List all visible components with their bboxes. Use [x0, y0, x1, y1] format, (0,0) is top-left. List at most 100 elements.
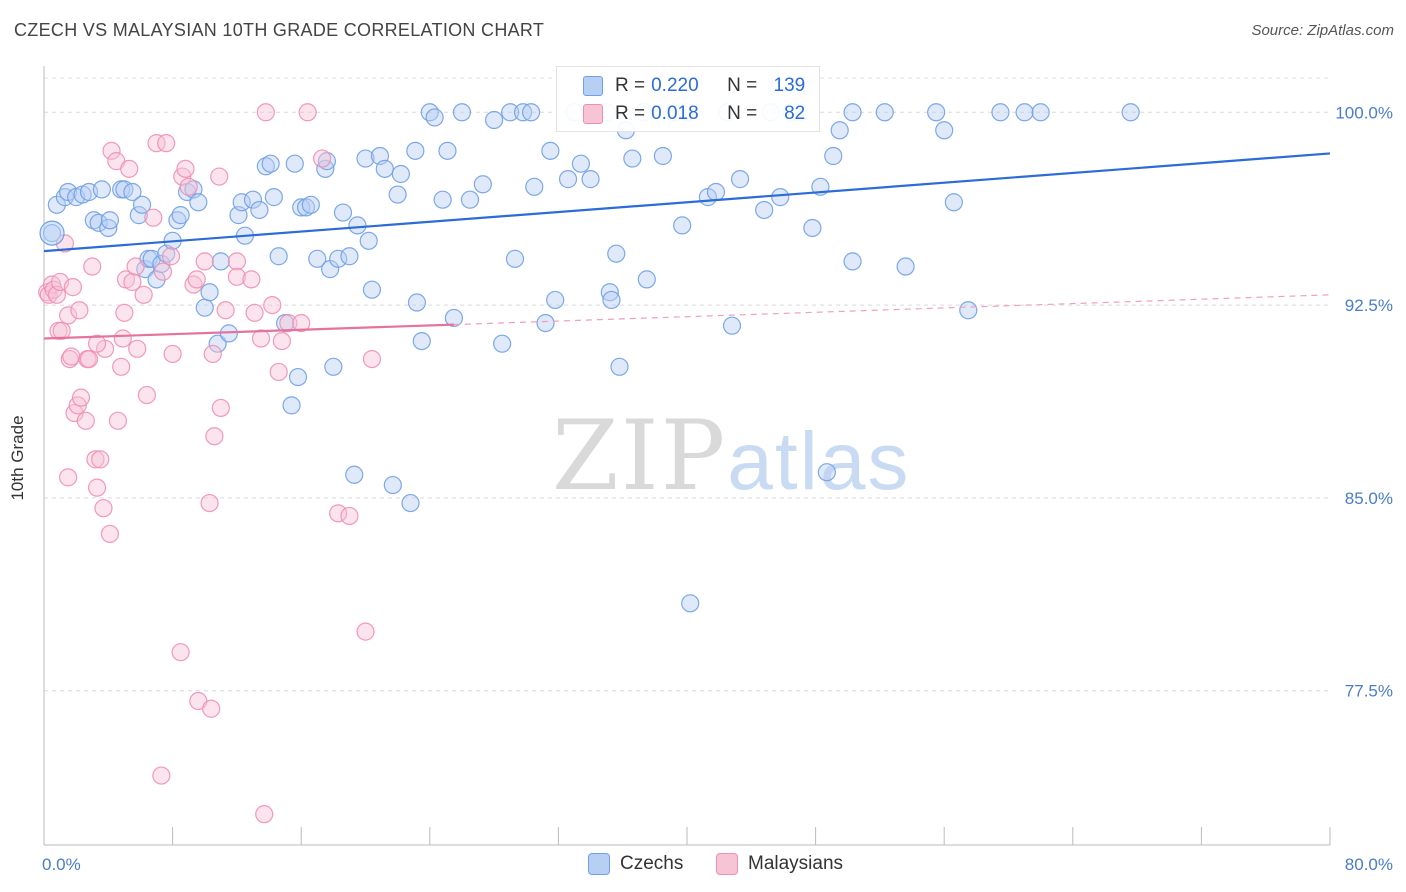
point-czechs [308, 249, 327, 268]
r-key: R = [615, 75, 646, 96]
point-malaysians [340, 506, 359, 526]
n-value-malaysians: 82 [784, 103, 806, 124]
point-malaysians [187, 270, 206, 289]
point-malaysians [112, 357, 131, 376]
n-value-czechs: 139 [773, 75, 806, 96]
point-czechs [433, 190, 452, 209]
point-malaysians [59, 306, 78, 325]
point-czechs [452, 103, 472, 122]
point-malaysians [70, 301, 89, 320]
point-czechs [935, 121, 954, 140]
point-czechs [171, 206, 190, 225]
point-czechs [722, 316, 742, 335]
point-czechs [571, 154, 591, 173]
point-malaysians [329, 504, 348, 523]
point-malaysians [62, 347, 81, 366]
point-czechs [285, 154, 304, 173]
point-malaysians [126, 257, 145, 276]
point-malaysians [227, 267, 246, 286]
point-czechs [771, 188, 790, 207]
point-czechs [208, 334, 227, 353]
y-tick-label: 85.0% [1345, 489, 1393, 508]
point-malaysians [195, 252, 214, 271]
point-malaysians [83, 257, 102, 276]
point-malaysians [71, 388, 91, 407]
point-czechs [1031, 103, 1050, 122]
point-czechs [92, 180, 111, 199]
point-czechs [525, 177, 544, 196]
legend-item-czechs[interactable]: Czechs [588, 850, 683, 878]
point-czechs [142, 249, 161, 268]
point-czechs [600, 283, 619, 302]
point-malaysians [211, 398, 230, 418]
point-czechs [803, 218, 822, 238]
point-malaysians [113, 329, 132, 348]
point-czechs [316, 159, 335, 178]
point-czechs [317, 152, 337, 171]
malaysians-legend-swatch [716, 853, 738, 875]
point-czechs [301, 195, 320, 214]
point-czechs [896, 257, 915, 276]
point-malaysians [153, 262, 173, 281]
point-czechs [843, 103, 862, 122]
point-malaysians [91, 450, 110, 469]
point-czechs [653, 146, 672, 166]
point-malaysians [298, 103, 317, 122]
point-malaysians [157, 134, 176, 153]
point-malaysians [128, 339, 147, 358]
stats-legend-row-malaysians: R = 0.018 N = 82 [583, 100, 805, 128]
point-czechs [505, 249, 525, 268]
point-malaysians [144, 208, 163, 227]
point-czechs [541, 141, 560, 160]
point-malaysians [79, 349, 99, 369]
point-czechs [444, 308, 464, 328]
czechs-legend-swatch [588, 853, 610, 875]
trend-line-czechs [43, 152, 1331, 253]
point-malaysians [86, 450, 105, 469]
point-malaysians [163, 344, 182, 364]
point-malaysians [171, 643, 190, 662]
point-malaysians [210, 167, 229, 186]
point-czechs [296, 198, 316, 217]
point-czechs [84, 211, 103, 230]
point-czechs [189, 193, 208, 212]
point-czechs [129, 206, 148, 225]
point-czechs [345, 465, 364, 484]
point-malaysians [176, 159, 195, 178]
point-malaysians [263, 295, 282, 315]
point-czechs [329, 249, 348, 268]
point-czechs [100, 211, 120, 230]
point-malaysians [242, 270, 261, 289]
point-malaysians [279, 313, 298, 333]
point-czechs [927, 103, 946, 122]
point-czechs [406, 141, 425, 160]
chart-title: CZECH VS MALAYSIAN 10TH GRADE CORRELATIO… [14, 20, 545, 40]
czechs-swatch [583, 76, 603, 96]
point-czechs [843, 252, 862, 271]
point-czechs [383, 475, 402, 495]
point-czechs [388, 185, 407, 204]
n-key: N = [727, 75, 758, 96]
point-malaysians [100, 524, 120, 544]
point-czechs [546, 290, 565, 310]
point-czechs [501, 103, 520, 122]
point-czechs [521, 103, 541, 122]
point-czechs [473, 175, 492, 194]
point-czechs [282, 396, 301, 415]
n-key: N = [727, 103, 758, 124]
point-czechs [407, 293, 427, 312]
point-malaysians [200, 493, 219, 513]
x-tick-label: 80.0% [1345, 855, 1393, 874]
point-czechs [536, 313, 555, 333]
point-czechs [232, 193, 251, 212]
point-czechs [333, 203, 353, 222]
point-malaysians [123, 272, 142, 292]
legend-item-malaysians[interactable]: Malaysians [716, 850, 843, 878]
y-tick-label: 77.5% [1345, 682, 1393, 701]
point-malaysians [179, 177, 198, 196]
r-value-malaysians: 0.018 [651, 103, 699, 124]
watermark-atlas: atlas [727, 416, 911, 507]
point-malaysians [205, 427, 224, 446]
point-malaysians [137, 385, 156, 405]
point-malaysians [184, 275, 203, 294]
